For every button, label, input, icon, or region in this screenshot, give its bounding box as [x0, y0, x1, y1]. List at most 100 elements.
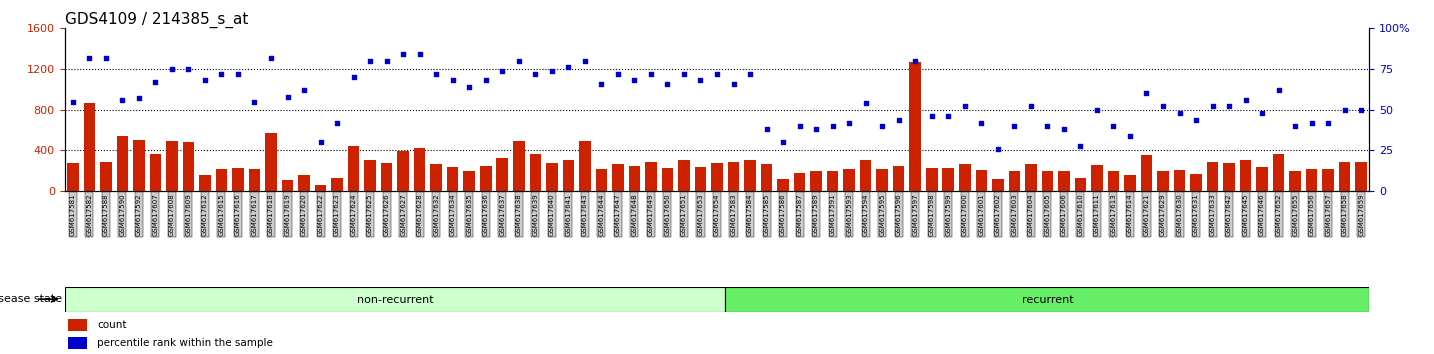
Text: GSM617635: GSM617635 [466, 193, 472, 236]
Bar [794, 173, 806, 191]
Point [62, 99, 85, 104]
Text: GSM617645: GSM617645 [1243, 193, 1249, 235]
Text: GSM617618: GSM617618 [268, 193, 274, 236]
Point [1316, 120, 1339, 126]
Bar [1058, 171, 1070, 191]
Text: GSM617617: GSM617617 [251, 193, 258, 236]
Point [143, 79, 166, 85]
Text: GSM617658: GSM617658 [1342, 193, 1348, 236]
Point [1184, 117, 1207, 122]
Bar [1157, 171, 1169, 191]
Bar [298, 175, 310, 191]
Bar [727, 162, 740, 191]
Text: GDS4109 / 214385_s_at: GDS4109 / 214385_s_at [65, 12, 248, 28]
Text: non-recurrent: non-recurrent [357, 295, 433, 306]
Point [242, 99, 265, 104]
Bar [1240, 160, 1252, 191]
Point [1334, 107, 1357, 113]
Point [391, 52, 414, 57]
Text: GSM617627: GSM617627 [400, 193, 406, 236]
Point [128, 96, 151, 101]
Text: GSM617613: GSM617613 [1110, 193, 1117, 236]
Point [921, 113, 944, 119]
Bar [381, 163, 393, 191]
Point [424, 71, 447, 77]
Point [1202, 104, 1225, 109]
Point [739, 71, 761, 77]
Text: GSM617654: GSM617654 [714, 193, 720, 235]
Point [837, 120, 860, 126]
Bar [447, 167, 459, 191]
Text: GSM617584: GSM617584 [747, 193, 753, 235]
Point [227, 71, 250, 77]
Text: GSM617628: GSM617628 [417, 193, 423, 236]
Bar [628, 166, 640, 191]
Text: GSM617585: GSM617585 [763, 193, 770, 235]
Bar [116, 136, 128, 191]
Point [640, 71, 663, 77]
Text: GSM617640: GSM617640 [549, 193, 555, 236]
Bar [909, 62, 921, 191]
Text: GSM617634: GSM617634 [450, 193, 456, 236]
Bar [612, 164, 624, 191]
Point [1119, 133, 1141, 139]
Bar [678, 160, 690, 191]
Point [1053, 126, 1076, 132]
Bar [67, 163, 79, 191]
Point [77, 55, 100, 61]
Text: GSM617612: GSM617612 [202, 193, 208, 236]
Bar [100, 162, 112, 191]
Text: GSM617594: GSM617594 [863, 193, 869, 235]
Bar [926, 168, 938, 191]
Point [706, 71, 728, 77]
Bar [1207, 162, 1219, 191]
Point [442, 78, 465, 83]
Bar [761, 164, 773, 191]
Text: count: count [98, 320, 126, 330]
Text: GSM617648: GSM617648 [631, 193, 637, 236]
Point [293, 87, 315, 93]
Point [310, 139, 333, 145]
Bar [942, 168, 954, 191]
Text: GSM617639: GSM617639 [532, 193, 538, 236]
Bar [711, 163, 723, 191]
Point [688, 78, 711, 83]
Bar [1223, 163, 1235, 191]
Bar [215, 169, 227, 191]
Text: GSM617583: GSM617583 [730, 193, 737, 236]
Text: GSM617582: GSM617582 [86, 193, 92, 235]
Bar [1306, 169, 1318, 191]
Bar [133, 140, 145, 191]
Point [1169, 110, 1192, 116]
Text: GSM617636: GSM617636 [483, 193, 489, 236]
Point [655, 81, 678, 86]
Text: GSM617615: GSM617615 [218, 193, 225, 236]
Point [1134, 91, 1157, 96]
Text: GSM617603: GSM617603 [1011, 193, 1017, 236]
Bar [348, 147, 360, 191]
Bar [430, 164, 442, 191]
Bar [1174, 170, 1186, 191]
Point [161, 66, 184, 72]
Text: GSM617614: GSM617614 [1127, 193, 1133, 236]
Text: GSM617606: GSM617606 [1061, 193, 1067, 236]
Point [110, 97, 133, 103]
Text: GSM617587: GSM617587 [797, 193, 803, 236]
Bar [232, 168, 244, 191]
Bar [1074, 178, 1086, 191]
Text: GSM617581: GSM617581 [70, 193, 76, 236]
Text: GSM617632: GSM617632 [433, 193, 439, 236]
Bar [414, 148, 426, 191]
Point [607, 71, 630, 77]
Point [508, 58, 531, 64]
Text: GSM617623: GSM617623 [334, 193, 340, 236]
Text: GSM617593: GSM617593 [846, 193, 852, 236]
Bar [1355, 162, 1367, 191]
Bar [248, 169, 261, 191]
Text: GSM617657: GSM617657 [1325, 193, 1331, 236]
Point [789, 123, 812, 129]
Bar [315, 185, 327, 191]
Text: GSM617630: GSM617630 [1176, 193, 1183, 236]
Bar [513, 141, 525, 191]
Bar [843, 169, 855, 191]
